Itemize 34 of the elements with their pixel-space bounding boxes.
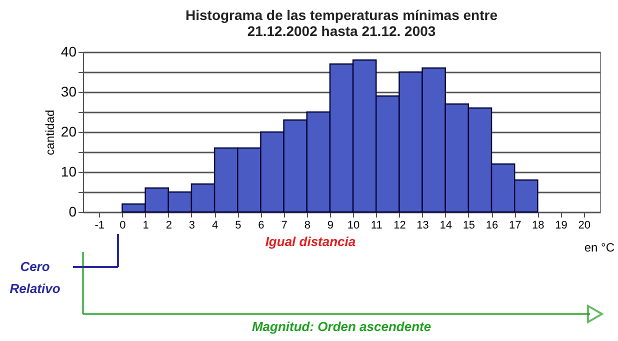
x-tick-label: 16: [486, 220, 498, 232]
x-tick-label: 14: [440, 220, 452, 232]
x-tick-label: 9: [327, 220, 334, 232]
x-tick-label: 18: [532, 220, 544, 232]
x-axis-title: en °C: [584, 240, 615, 254]
x-tick-label: 1: [142, 220, 149, 232]
y-tick-label: 40: [60, 44, 77, 60]
y-tick-label: 10: [60, 164, 77, 180]
text: Histograma de las temperaturas mínimas entre: [185, 7, 498, 23]
x-tick-label: 12: [394, 220, 406, 232]
x-tick-label: 6: [258, 220, 264, 232]
x-tick-label: 17: [508, 220, 522, 232]
y-tick-label: 20: [60, 124, 77, 140]
text: Cero Relativo: [10, 259, 60, 296]
x-tick-label: 11: [370, 220, 382, 232]
x-tick-label: 19: [555, 220, 568, 232]
x-tick-label: 8: [304, 220, 310, 232]
text: 21.12.2002 hasta 21.12. 2003: [247, 23, 436, 39]
x-tick-label: 10: [347, 220, 360, 232]
x-tick-label: 15: [462, 220, 476, 232]
x-tick-label: 3: [188, 220, 196, 232]
y-axis-title: cantidad: [42, 110, 57, 156]
x-tick-label: 20: [578, 220, 590, 232]
x-tick-label: 13: [416, 220, 429, 232]
x-tick-label: 7: [281, 220, 288, 232]
x-tick-label: 0: [120, 220, 126, 232]
x-tick-label: -1: [94, 220, 105, 232]
text: Igual distancia: [265, 234, 356, 249]
x-tick-label: 5: [235, 220, 242, 232]
text: Magnitud: Orden ascendente: [252, 319, 432, 334]
y-tick-label: 30: [60, 84, 77, 100]
y-tick-label: 0: [68, 204, 77, 220]
x-tick-label: 4: [212, 220, 218, 232]
x-tick-label: 2: [166, 220, 172, 232]
